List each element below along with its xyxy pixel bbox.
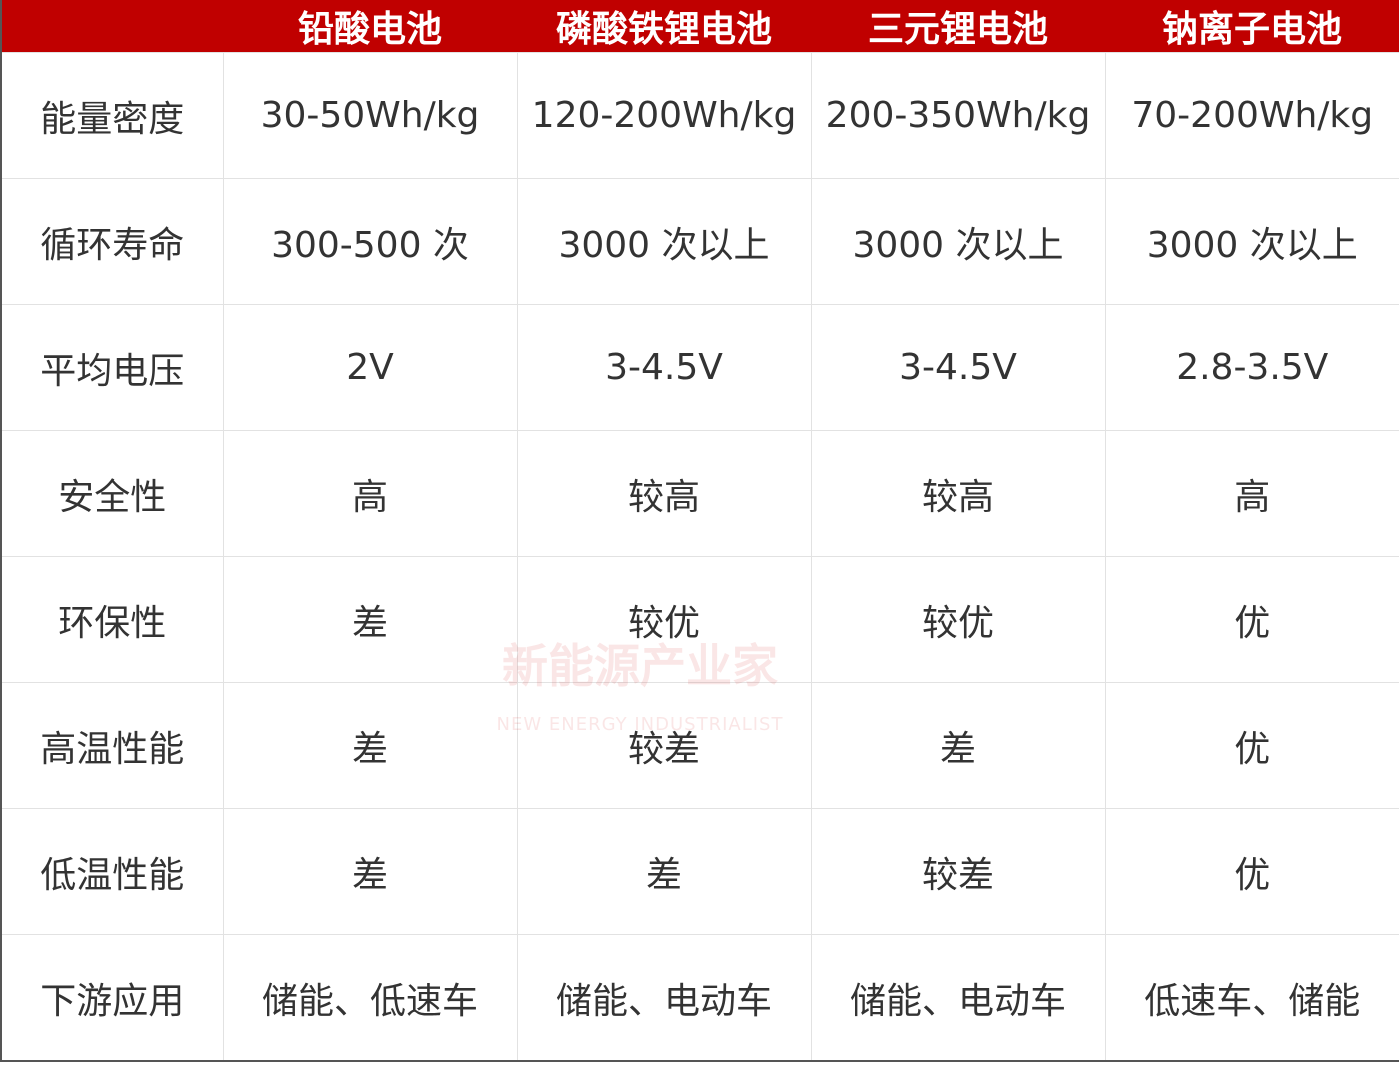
table-row: 下游应用 储能、低速车 储能、电动车 储能、电动车 低速车、储能 [0,934,1399,1062]
row-label: 循环寿命 [0,178,224,305]
table-row: 能量密度 30-50Wh/kg 120-200Wh/kg 200-350Wh/kg 70… [0,52,1399,179]
table-cell: 差 [810,682,1106,809]
table-cell: 较高 [516,430,812,557]
table-cell: 较优 [810,556,1106,683]
table-cell: 3-4.5V [810,304,1106,431]
table-cell: 差 [222,808,518,935]
table-cell: 优 [1104,808,1399,935]
column-header: 三元锂电池 [811,0,1105,53]
column-header: 钠离子电池 [1105,0,1399,53]
table-row: 安全性高较高 较高高 [0,430,1399,557]
table-row: 高温性能差较差差优 [0,682,1399,809]
table-row: 平均电压 2V 3-4.5V 3-4.5V 2.8-3.5V [0,304,1399,431]
table-row: 低温性能差差较差优 [0,808,1399,935]
column-header: 铅酸电池 [223,0,517,53]
row-label: 下游应用 [0,934,224,1062]
row-label: 安全性 [0,430,224,557]
table-cell: 优 [1104,556,1399,683]
table-cell: 较差 [516,682,812,809]
table-cell: 120-200Wh/kg [516,52,812,179]
table-cell: 2V [222,304,518,431]
table-cell: 3000 次以上 [810,178,1106,305]
row-label: 环保性 [0,556,224,683]
row-label: 能量密度 [0,52,224,179]
table-cell: 较高 [810,430,1106,557]
table-cell: 2.8-3.5V [1104,304,1399,431]
table-cell: 3000 次以上 [1104,178,1399,305]
table-cell: 储能、电动车 [516,934,812,1062]
table-cell: 优 [1104,682,1399,809]
table-cell: 差 [222,682,518,809]
table-row: 循环寿命 300-500 次 3000 次以上 3000 次以上 3000 次以上 [0,178,1399,305]
table-cell: 较优 [516,556,812,683]
column-header: 磷酸铁锂电池 [517,0,811,53]
table-cell: 储能、低速车 [222,934,518,1062]
table-cell: 差 [222,556,518,683]
row-label: 低温性能 [0,808,224,935]
row-label: 高温性能 [0,682,224,809]
table-cell: 较差 [810,808,1106,935]
table-cell: 200-350Wh/kg [810,52,1106,179]
table-cell: 差 [516,808,812,935]
table-row: 环保性差较优 较优优 [0,556,1399,683]
table-cell: 300-500 次 [222,178,518,305]
header-row: 铅酸电池 磷酸铁锂电池 三元锂电池 钠离子电池 [1,0,1399,53]
table-cell: 储能、电动车 [810,934,1106,1062]
table-cell: 高 [222,430,518,557]
row-label: 平均电压 [0,304,224,431]
table-body: 能量密度 30-50Wh/kg 120-200Wh/kg 200-350Wh/kg 70… [0,52,1399,1062]
corner-cell [1,0,223,53]
table-cell: 高 [1104,430,1399,557]
table-cell: 3000 次以上 [516,178,812,305]
table-cell: 低速车、储能 [1104,934,1399,1062]
table-cell: 70-200Wh/kg [1104,52,1399,179]
table-cell: 3-4.5V [516,304,812,431]
table-cell: 30-50Wh/kg [222,52,518,179]
